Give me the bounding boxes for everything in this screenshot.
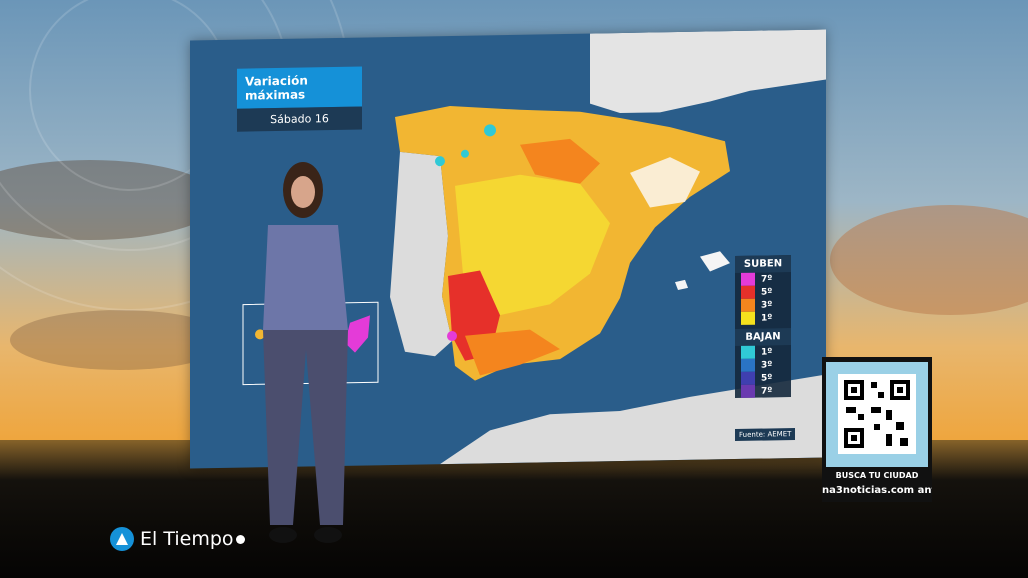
qr-code-icon[interactable] — [826, 362, 928, 467]
brand-dot-icon — [235, 534, 245, 544]
legend-rise-item: 5º — [735, 285, 791, 299]
brand-name: El Tiempo — [140, 528, 234, 550]
map-subtitle: Sábado 16 — [237, 106, 362, 132]
legend-drop-header: BAJAN — [735, 328, 791, 347]
qr-panel[interactable]: BUSCA TU CIUDAD na3noticias.com ant — [822, 357, 932, 502]
map-title-box: Variación máximas Sábado 16 — [237, 66, 362, 132]
legend-rise-item: 3º — [735, 298, 791, 312]
temperature-legend: SUBEN 7º 5º 3º 1º BAJAN 1º 3º 5º 7º — [735, 255, 791, 399]
qr-caption-top: BUSCA TU CIUDAD — [835, 471, 919, 480]
presenter — [263, 162, 348, 543]
legend-drop-item: 5º — [735, 371, 791, 385]
legend-drop-item: 3º — [735, 358, 791, 372]
legend-drop-item: 7º — [735, 384, 791, 398]
legend-rise-item: 7º — [735, 272, 791, 286]
legend-rise-item: 1º — [735, 311, 791, 325]
qr-caption-bottom: na3noticias.com ant — [822, 485, 932, 496]
map-title: Variación máximas — [237, 66, 362, 109]
data-source: Fuente: AEMET — [735, 427, 796, 442]
spain-temperature-map — [242, 29, 826, 465]
brand-logo: El Tiempo — [110, 527, 245, 551]
legend-drop-item: 1º — [735, 345, 791, 359]
antena3-logo-icon — [110, 527, 134, 551]
weather-map-screen: Variación máximas Sábado 16 SUBEN 7º 5º … — [190, 29, 826, 469]
legend-rise-header: SUBEN — [735, 255, 791, 274]
